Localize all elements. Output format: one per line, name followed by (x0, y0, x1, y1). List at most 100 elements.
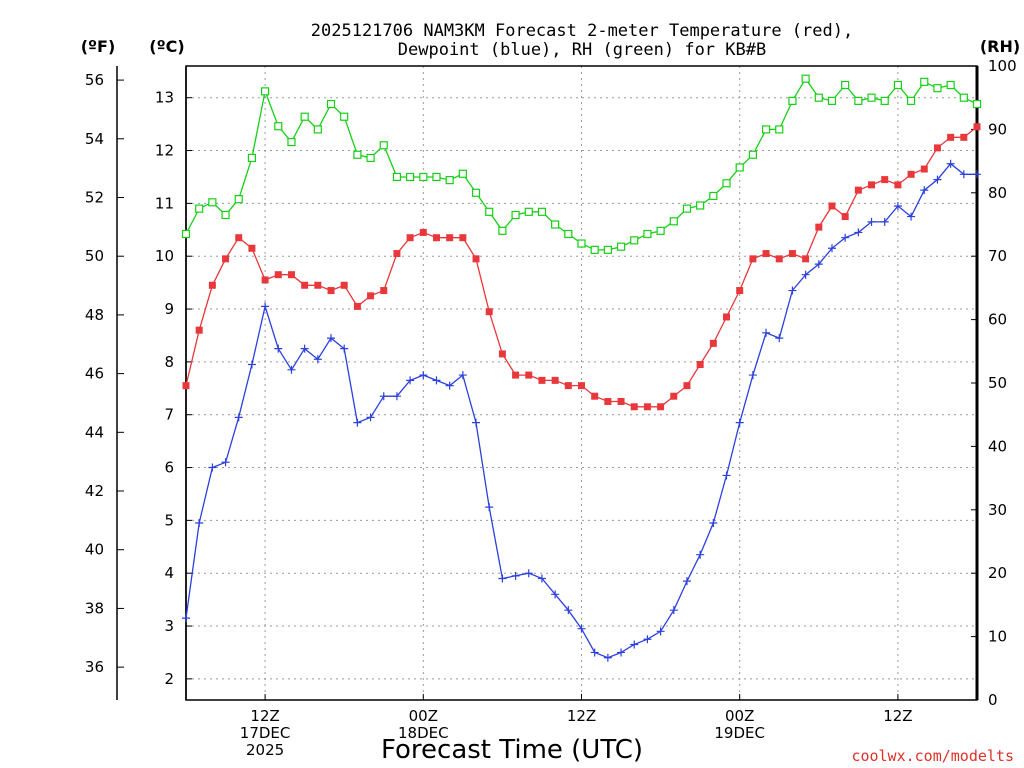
rh-tick-label: 0 (988, 691, 998, 709)
y-axis-ticks: 2345678910111213363840424446485052545601… (85, 57, 1017, 709)
dewpoint-point (182, 614, 190, 623)
dewpoint-point (432, 376, 441, 385)
temperature-point (828, 202, 836, 210)
temperature-point (327, 287, 335, 295)
dewpoint-point (366, 413, 375, 422)
rh-point (577, 239, 586, 248)
dewpoint-point (775, 334, 784, 343)
temperature-point (512, 371, 520, 379)
temperature-point (709, 339, 717, 347)
x-tick-label: 2025 (246, 741, 284, 759)
rh-point (287, 137, 296, 147)
rh-point (353, 150, 362, 159)
temperature-point (222, 255, 230, 263)
temperature-point (208, 281, 216, 289)
rh-point (616, 242, 626, 251)
dewpoint-point (907, 212, 916, 221)
temperature-point (762, 250, 770, 258)
dewpoint-point (498, 574, 507, 583)
temperature-point (274, 271, 282, 279)
dewpoint-point (327, 334, 336, 343)
rh-point (300, 112, 309, 121)
rh-tick-label: 60 (988, 311, 1007, 329)
rh-point (696, 201, 705, 210)
dewpoint-point (696, 550, 705, 559)
temperature-point (854, 186, 862, 194)
rh-point (722, 179, 731, 188)
celsius-tick-label: 2 (164, 670, 174, 688)
rh-point (406, 172, 415, 182)
celsius-tick-label: 3 (164, 617, 174, 635)
dewpoint-point (208, 463, 217, 472)
temperature-point (538, 376, 546, 384)
x-tick-label: 12Z (250, 707, 279, 725)
dewpoint-point (827, 244, 836, 253)
temperature-point (261, 276, 269, 284)
dewpoint-point (709, 519, 718, 528)
dewpoint-point (788, 286, 797, 295)
temperature-point (367, 292, 375, 300)
rh-point (946, 80, 955, 90)
temperature-point (920, 165, 928, 173)
rh-point (590, 245, 599, 254)
dewpoint-point (814, 260, 823, 269)
temperature-point (683, 382, 691, 390)
rh-point (906, 96, 916, 105)
rh-point (761, 125, 771, 134)
x-tick-label: 19DEC (714, 724, 765, 742)
dewpoint-point (300, 344, 309, 353)
rh-point (274, 122, 283, 131)
celsius-tick-label: 12 (155, 142, 174, 160)
dewpoint-point (748, 371, 757, 380)
dewpoint-point (973, 170, 981, 179)
rh-tick-label: 40 (988, 437, 1007, 455)
temperature-point (446, 234, 454, 242)
dewpoint-point (261, 302, 270, 311)
temperature-point (723, 313, 731, 321)
rh-point (326, 99, 336, 109)
dewpoint-point (445, 381, 454, 390)
rh-point (735, 163, 744, 172)
rh-tick-label: 80 (988, 184, 1007, 202)
fahrenheit-tick-label: 54 (85, 130, 104, 148)
temperature-point (775, 255, 783, 263)
dewpoint-point (735, 418, 744, 427)
dewpoint-point (933, 175, 942, 184)
dewpoint-point (893, 202, 902, 211)
x-tick-label: 18DEC (398, 724, 449, 742)
temperature-point (340, 281, 348, 289)
rh-point (827, 96, 837, 105)
x-tick-label: 00Z (409, 707, 438, 725)
temperature-point (353, 302, 361, 310)
rh-point (498, 226, 507, 235)
temperature-point (564, 382, 572, 390)
chart-title-line-1: 2025121706 NAM3KM Forecast 2-meter Tempe… (311, 21, 853, 41)
rh-tick-label: 100 (988, 57, 1017, 75)
rh-point (234, 195, 243, 204)
dewpoint-point (234, 413, 243, 422)
temperature-point (947, 133, 955, 141)
dewpoint-point (762, 328, 771, 337)
celsius-tick-label: 10 (155, 247, 174, 265)
temperature-point (314, 281, 322, 289)
rh-point (551, 220, 560, 229)
temperature-point (643, 403, 651, 411)
rh-point (656, 226, 665, 235)
rh-point (972, 99, 982, 109)
temperature-point (815, 223, 823, 231)
temperature-point (749, 255, 757, 263)
chart-title-line-2: Dewpoint (blue), RH (green) for KB#B (398, 40, 766, 60)
temperature-point (485, 308, 493, 316)
dewpoint-point (669, 606, 678, 615)
rh-point (247, 153, 257, 163)
rh-point (524, 207, 533, 216)
temperature-point (406, 234, 414, 242)
temperature-point (788, 250, 796, 258)
temperature-point (182, 382, 190, 390)
dewpoint-point (313, 355, 322, 364)
rh-tick-label: 30 (988, 501, 1007, 519)
rh-tick-label: 50 (988, 374, 1007, 392)
dewpoint-point (379, 392, 388, 401)
